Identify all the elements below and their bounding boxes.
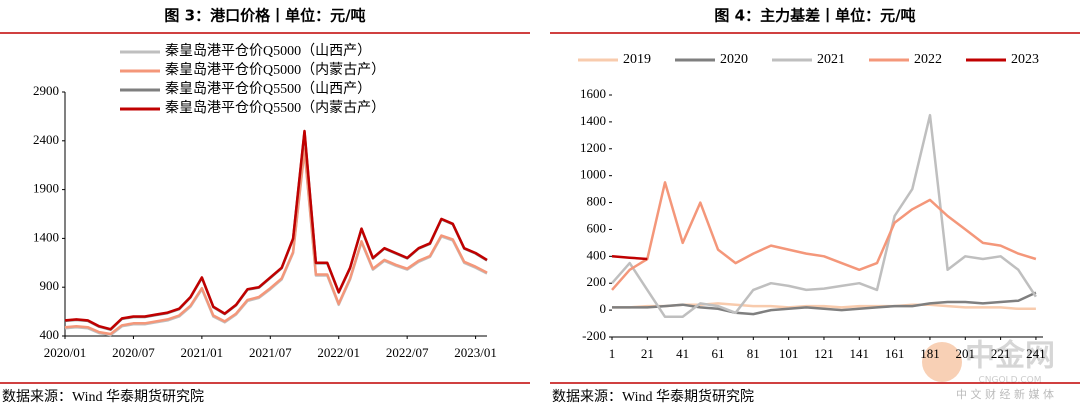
series-line — [64, 129, 488, 331]
x-tick-label: 101 — [779, 346, 799, 361]
legend-label: 秦皇岛港平仓价Q5500（内蒙古产） — [165, 100, 385, 116]
series-line — [64, 147, 488, 336]
series-line — [611, 181, 1037, 291]
y-tick-label: -200 — [582, 328, 606, 343]
y-tick-label: 400 — [587, 247, 607, 262]
series-line — [612, 291, 1037, 316]
x-tick-label: 161 — [885, 346, 905, 361]
legend-label: 2020 — [720, 52, 748, 67]
y-tick-label: 1400 — [33, 229, 59, 244]
legend-label: 秦皇岛港平仓价Q5000（内蒙古产） — [165, 62, 385, 78]
x-tick-label: 21 — [641, 346, 654, 361]
x-tick-label: 2021/01 — [181, 345, 224, 360]
series-line — [611, 255, 648, 261]
x-tick-label: 81 — [747, 346, 760, 361]
x-tick-label: 2021/07 — [249, 345, 292, 360]
x-tick-label: 181 — [920, 346, 940, 361]
x-tick-label: 241 — [1026, 346, 1046, 361]
y-tick-label: 1400 — [580, 113, 606, 128]
y-tick-label: 1900 — [33, 181, 59, 196]
x-tick-label: 1 — [609, 346, 616, 361]
y-tick-label: 2400 — [33, 132, 59, 147]
legend-label: 2019 — [623, 52, 651, 67]
y-tick-label: 900 — [40, 278, 60, 293]
chart-title: 图 4：主力基差丨单位：元/吨 — [714, 7, 915, 25]
watermark-name: 中金网 — [965, 339, 1055, 374]
legend-label: 秦皇岛港平仓价Q5500（山西产） — [165, 81, 371, 97]
y-tick-label: 1200 — [580, 140, 606, 155]
x-tick-label: 121 — [814, 346, 834, 361]
y-tick-label: 1000 — [580, 167, 606, 182]
y-tick-label: 1600 — [580, 86, 606, 101]
y-tick-label: 2900 — [33, 83, 59, 98]
watermark-site: CNGOLD.COM — [978, 376, 1041, 386]
x-tick-label: 61 — [711, 346, 724, 361]
x-tick-label: 2023/01 — [454, 345, 497, 360]
watermark-logo — [922, 342, 962, 382]
y-tick-label: 800 — [587, 194, 607, 209]
chart-title: 图 3：港口价格丨单位：元/吨 — [164, 7, 365, 25]
x-tick-label: 221 — [991, 346, 1011, 361]
y-tick-label: 200 — [587, 274, 607, 289]
y-tick-label: 600 — [587, 220, 607, 235]
legend-label: 2021 — [817, 52, 845, 67]
x-tick-label: 141 — [850, 346, 870, 361]
legend-label: 2023 — [1011, 52, 1039, 67]
watermark-tagline: 中 文 财 经 新 媒 体 — [956, 387, 1054, 401]
x-tick-label: 201 — [956, 346, 976, 361]
series-line — [64, 130, 488, 331]
y-tick-label: 400 — [40, 327, 60, 342]
y-tick-label: 0 — [600, 301, 607, 316]
legend-label: 秦皇岛港平仓价Q5000（山西产） — [165, 43, 371, 59]
source: 数据来源：Wind 华泰期货研究院 — [2, 388, 204, 405]
legend-label: 2022 — [914, 52, 942, 67]
series-line — [64, 149, 488, 337]
source: 数据来源：Wind 华泰期货研究院 — [552, 388, 754, 405]
x-tick-label: 2022/01 — [317, 345, 360, 360]
x-tick-label: 2020/07 — [112, 345, 155, 360]
x-tick-label: 2022/07 — [386, 345, 429, 360]
x-tick-label: 41 — [676, 346, 689, 361]
x-tick-label: 2020/01 — [44, 345, 87, 360]
series-line — [611, 113, 1037, 319]
